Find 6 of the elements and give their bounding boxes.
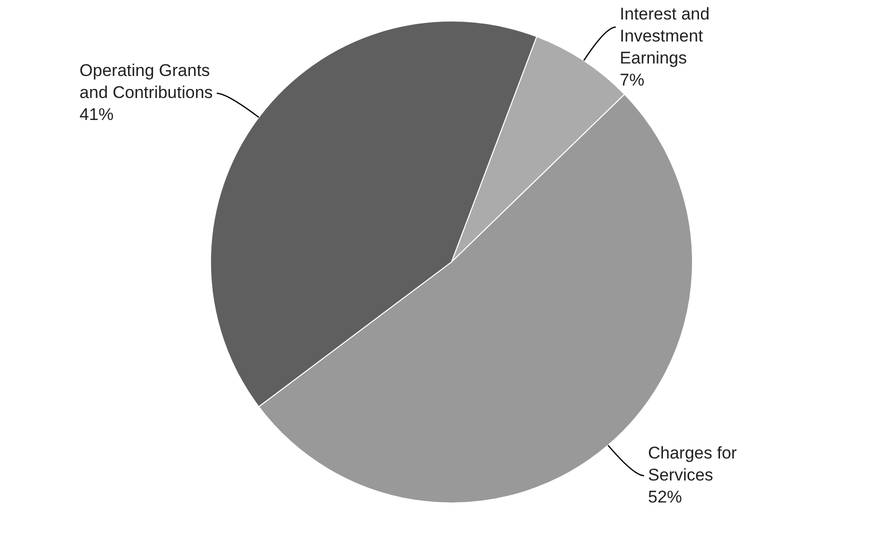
data-label: 7% [620,70,644,90]
data-label: 52% [648,487,682,506]
data-label: 41% [80,104,114,124]
slice-label: Operating Grants and Contributions [80,60,213,102]
slice-label: Charges for Services [648,443,738,484]
slice-label: Interest and Investment Earnings [620,4,710,68]
